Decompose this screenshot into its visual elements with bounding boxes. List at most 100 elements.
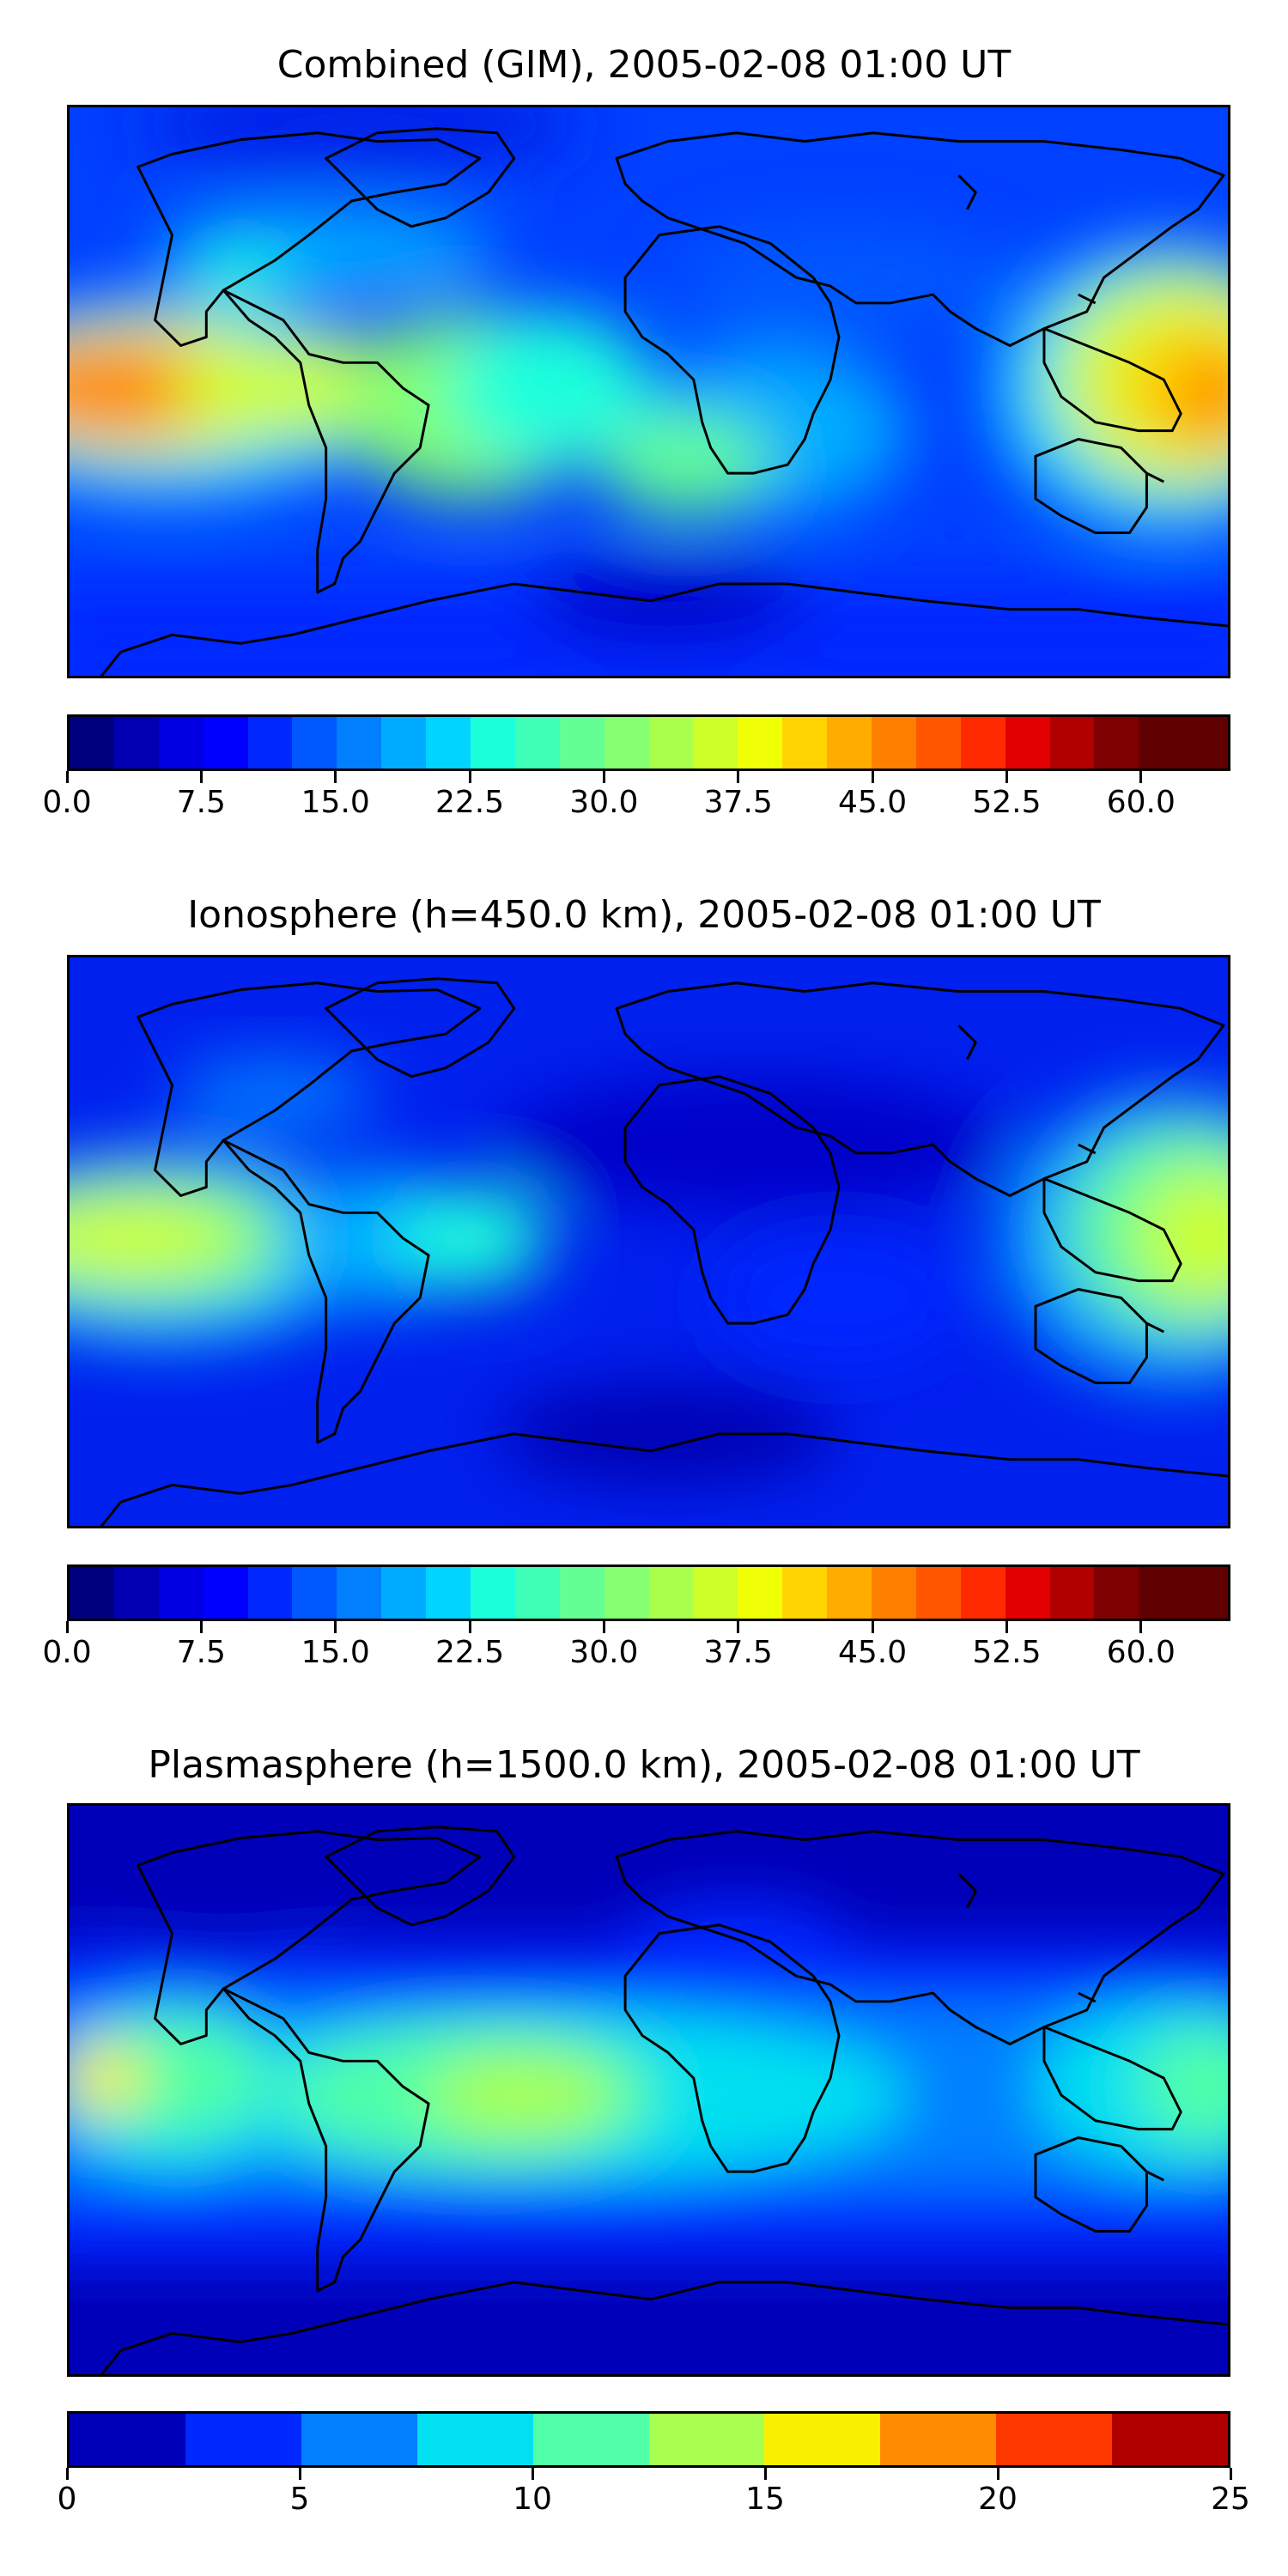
colorbar-tick bbox=[996, 2468, 999, 2480]
colorbar-tick bbox=[1139, 771, 1143, 783]
colorbar-tick-label: 30.0 bbox=[569, 785, 639, 820]
colorbar-tick bbox=[1005, 1621, 1008, 1633]
colorbar-tick bbox=[737, 1621, 740, 1633]
colorbar-segment bbox=[113, 717, 159, 769]
colorbar-segment bbox=[247, 1567, 293, 1619]
colorbar-segment bbox=[604, 717, 649, 769]
panel-1-colorbar bbox=[67, 714, 1230, 771]
colorbar-segment bbox=[1049, 717, 1095, 769]
colorbar-tick bbox=[468, 1621, 471, 1633]
colorbar-tick bbox=[737, 771, 740, 783]
colorbar-tick bbox=[602, 771, 605, 783]
colorbar-segment bbox=[1005, 717, 1050, 769]
colorbar-segment bbox=[782, 717, 828, 769]
colorbar-segment bbox=[471, 1567, 515, 1619]
colorbar-segment bbox=[158, 717, 204, 769]
colorbar-tick-label: 7.5 bbox=[176, 785, 226, 820]
colorbar-tick-label: 15.0 bbox=[301, 785, 370, 820]
colorbar-segment bbox=[827, 1567, 872, 1619]
colorbar-segment bbox=[514, 717, 560, 769]
colorbar-segment bbox=[880, 2414, 997, 2465]
colorbar-tick bbox=[602, 1621, 605, 1633]
colorbar-segment bbox=[70, 1567, 114, 1619]
colorbar-tick bbox=[468, 771, 471, 783]
colorbar-segment bbox=[337, 717, 382, 769]
colorbar-tick bbox=[763, 2468, 767, 2480]
colorbar-segment bbox=[693, 717, 738, 769]
colorbar-segment bbox=[70, 2414, 185, 2465]
colorbar-segment bbox=[203, 1567, 248, 1619]
colorbar-segment bbox=[1183, 717, 1229, 769]
colorbar-tick-label: 22.5 bbox=[434, 785, 505, 820]
colorbar-segment bbox=[1139, 717, 1184, 769]
colorbar-tick bbox=[531, 2468, 534, 2480]
colorbar-segment bbox=[247, 717, 293, 769]
colorbar-segment bbox=[915, 1567, 961, 1619]
colorbar-segment bbox=[203, 717, 248, 769]
colorbar-segment bbox=[301, 2414, 417, 2465]
colorbar-segment bbox=[416, 2414, 533, 2465]
colorbar-tick bbox=[65, 771, 69, 783]
colorbar-tick-label: 60.0 bbox=[1106, 1635, 1176, 1670]
colorbar-segment bbox=[381, 1567, 427, 1619]
colorbar-tick-label: 15 bbox=[745, 2482, 785, 2517]
colorbar-segment bbox=[559, 717, 605, 769]
colorbar-tick-label: 60.0 bbox=[1106, 785, 1176, 820]
colorbar-tick-label: 45.0 bbox=[837, 785, 908, 820]
colorbar-segment bbox=[113, 1567, 159, 1619]
colorbar-segment bbox=[559, 1567, 605, 1619]
panel-3-colorbar bbox=[67, 2411, 1230, 2468]
colorbar-tick-label: 52.5 bbox=[972, 785, 1042, 820]
colorbar-tick-label: 0.0 bbox=[42, 1635, 92, 1670]
colorbar-tick-label: 10 bbox=[513, 2482, 552, 2517]
colorbar-segment bbox=[1183, 1567, 1229, 1619]
colorbar-segment bbox=[738, 1567, 783, 1619]
colorbar-tick-label: 37.5 bbox=[703, 1635, 773, 1670]
colorbar-tick bbox=[199, 771, 203, 783]
colorbar-tick bbox=[65, 1621, 69, 1633]
colorbar-tick-label: 0.0 bbox=[42, 785, 92, 820]
colorbar-tick bbox=[1229, 2468, 1232, 2480]
panel-2-map-svg bbox=[70, 957, 1228, 1526]
colorbar-tick bbox=[1139, 1621, 1143, 1633]
colorbar-tick-label: 37.5 bbox=[703, 785, 773, 820]
colorbar-tick-label: 7.5 bbox=[176, 1635, 226, 1670]
colorbar-segment bbox=[1005, 1567, 1050, 1619]
panel-3-map bbox=[67, 1803, 1230, 2377]
coastlines bbox=[100, 1826, 1228, 2374]
colorbar-tick-label: 5 bbox=[289, 2482, 310, 2517]
panel-3-map-svg bbox=[70, 1806, 1228, 2374]
colorbar-segment bbox=[471, 717, 515, 769]
colorbar-tick-label: 45.0 bbox=[837, 1635, 908, 1670]
colorbar-segment bbox=[648, 1567, 694, 1619]
coastlines bbox=[100, 127, 1228, 676]
colorbar-segment bbox=[1139, 1567, 1184, 1619]
colorbar-segment bbox=[648, 2414, 765, 2465]
colorbar-segment bbox=[514, 1567, 560, 1619]
colorbar-segment bbox=[185, 2414, 301, 2465]
colorbar-segment bbox=[158, 1567, 204, 1619]
colorbar-tick-label: 52.5 bbox=[972, 1635, 1042, 1670]
colorbar-segment bbox=[960, 1567, 1005, 1619]
tec-field-combined bbox=[70, 107, 1228, 676]
panel-2-map bbox=[67, 955, 1230, 1528]
colorbar-segment bbox=[426, 1567, 471, 1619]
colorbar-segment bbox=[648, 717, 694, 769]
colorbar-tick-label: 20 bbox=[978, 2482, 1018, 2517]
colorbar-segment bbox=[426, 717, 471, 769]
colorbar-segment bbox=[1112, 2414, 1229, 2465]
colorbar-segment bbox=[782, 1567, 828, 1619]
colorbar-tick-label: 30.0 bbox=[569, 1635, 639, 1670]
tec-field-ionosphere bbox=[70, 1059, 1228, 1485]
colorbar-tick-label: 25 bbox=[1211, 2482, 1250, 2517]
colorbar-segment bbox=[693, 1567, 738, 1619]
colorbar-tick bbox=[298, 2468, 301, 2480]
colorbar-tick bbox=[334, 771, 337, 783]
colorbar-tick bbox=[871, 771, 874, 783]
colorbar-tick bbox=[199, 1621, 203, 1633]
colorbar-segment bbox=[915, 717, 961, 769]
panel-2-colorbar bbox=[67, 1564, 1230, 1621]
colorbar-segment bbox=[292, 717, 337, 769]
colorbar-segment bbox=[872, 717, 916, 769]
panel-1-title: Combined (GIM), 2005-02-08 01:00 UT bbox=[276, 43, 1012, 87]
